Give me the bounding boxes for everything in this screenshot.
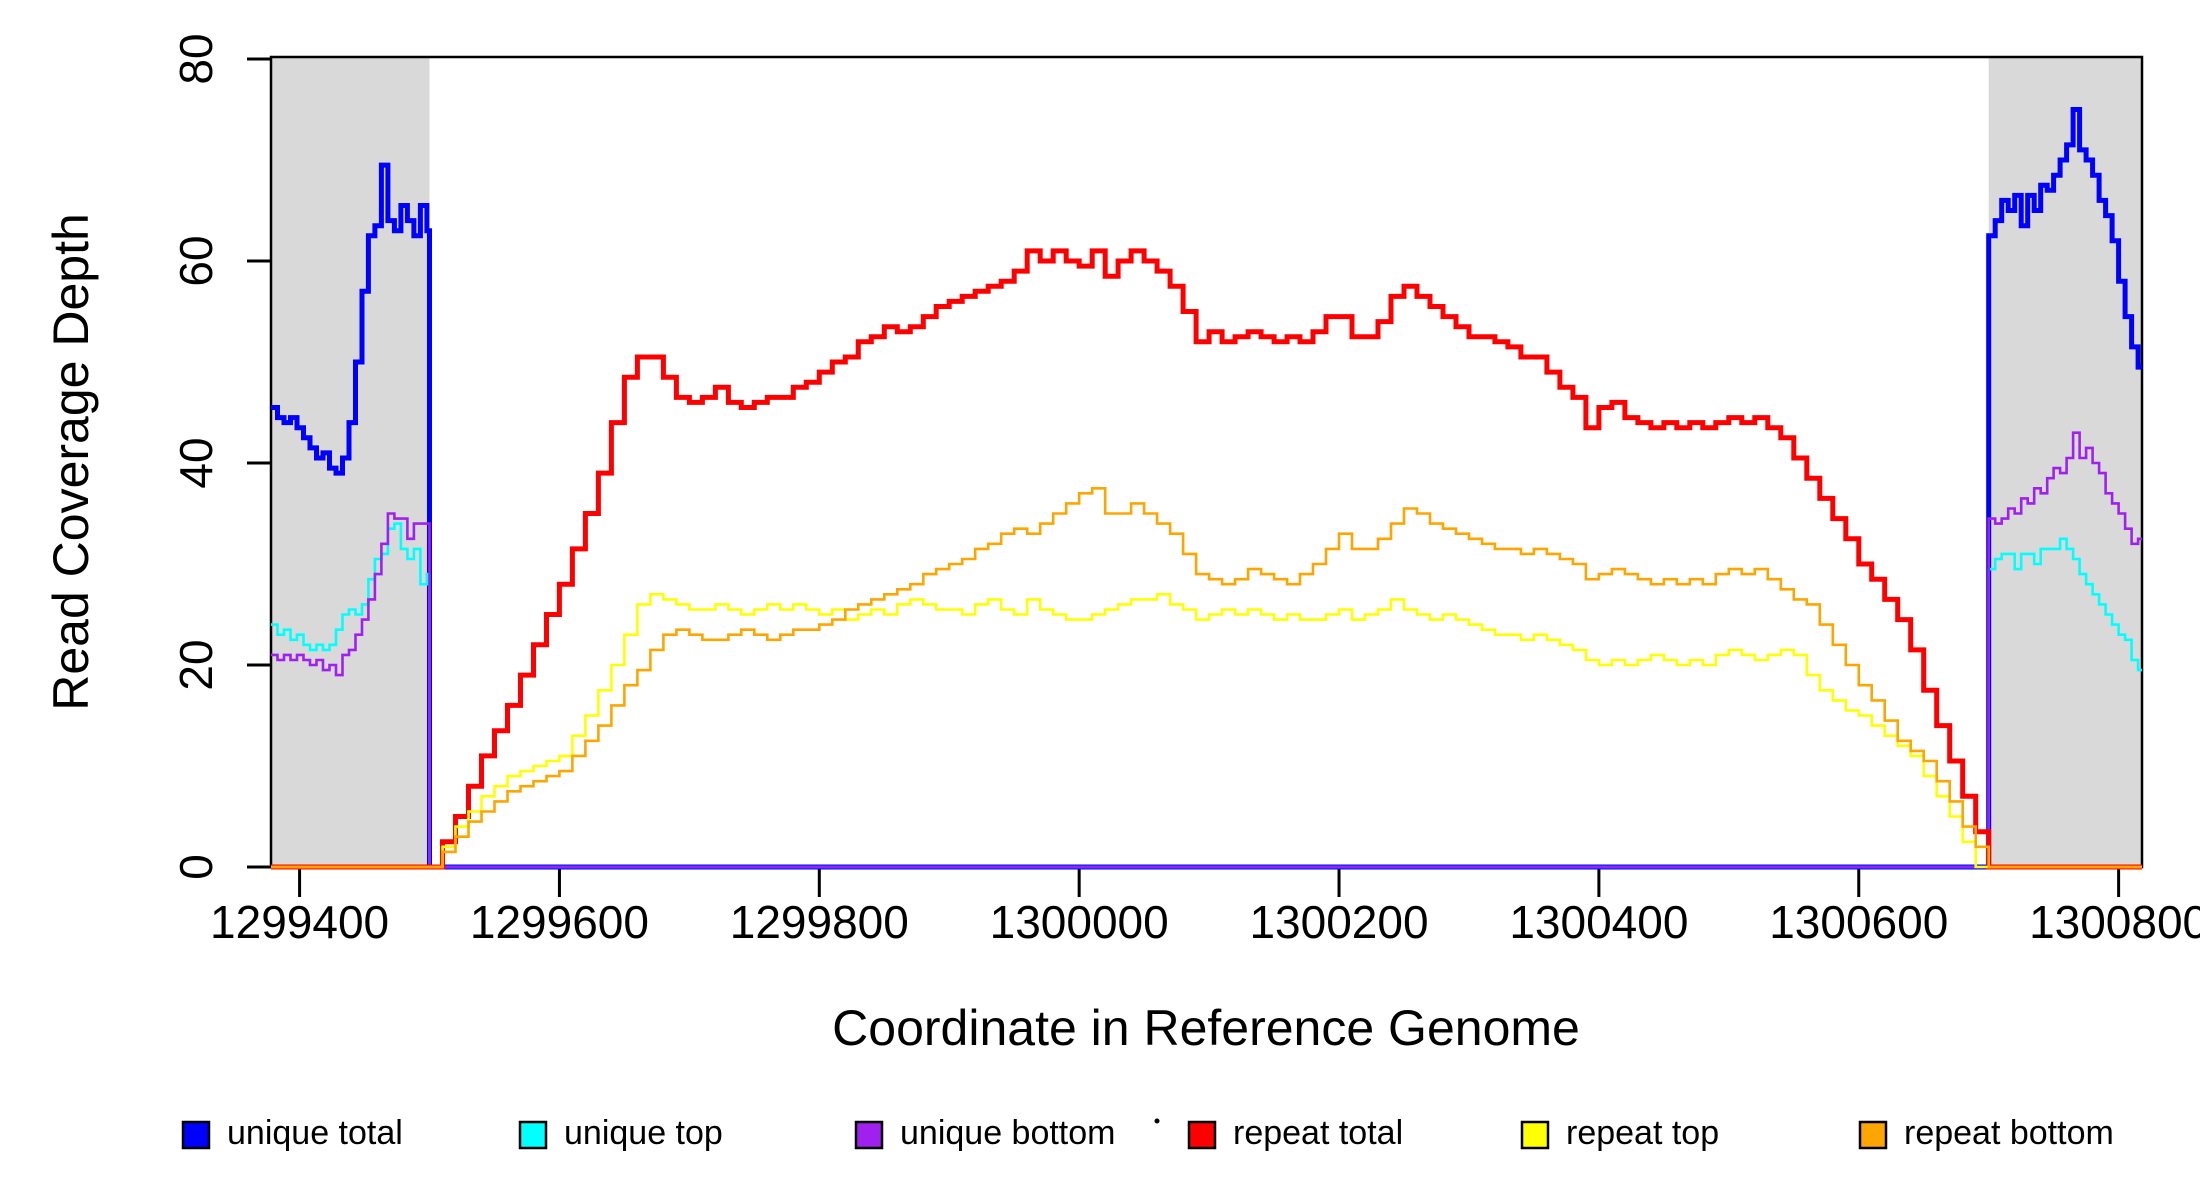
y-axis: 0 20 40 60 80	[170, 33, 271, 880]
legend-item-unique-top: unique top	[518, 1114, 723, 1152]
legend-item-repeat-total: repeat total	[1187, 1114, 1403, 1152]
legend-swatch-repeat-total	[1187, 1120, 1217, 1150]
x-tick-label-1300000: 1300000	[990, 896, 1169, 948]
x-tick-label-1299800: 1299800	[730, 896, 909, 948]
y-tick-label-40: 40	[170, 437, 222, 488]
x-tick-label-1299600: 1299600	[470, 896, 649, 948]
legend-item-repeat-top: repeat top	[1520, 1114, 1719, 1152]
x-tick-label-1299400: 1299400	[210, 896, 389, 948]
series-unique-total	[271, 107, 2142, 870]
series-unique-top	[271, 522, 2142, 869]
x-tick-label-1300400: 1300400	[1509, 896, 1688, 948]
x-tick-label-1300200: 1300200	[1249, 896, 1428, 948]
legend-label-unique-bottom: unique bottom	[900, 1114, 1116, 1152]
legend-swatch-repeat-bottom	[1858, 1120, 1888, 1150]
y-tick-label-60: 60	[170, 235, 222, 286]
x-tick-label-1300800: 1300800	[2029, 896, 2200, 948]
series-repeat-total	[271, 248, 2142, 870]
legend-label-repeat-top: repeat top	[1566, 1114, 1719, 1152]
legend-item-unique-bottom: unique bottom	[854, 1114, 1116, 1152]
legend-label-unique-top: unique top	[564, 1114, 723, 1152]
legend-label-repeat-total: repeat total	[1233, 1114, 1403, 1152]
series-repeat-top	[271, 593, 2142, 869]
y-axis-title: Read Coverage Depth	[43, 213, 99, 711]
series-lines	[271, 107, 2142, 870]
legend-swatch-unique-top	[518, 1120, 548, 1150]
y-tick-label-20: 20	[170, 639, 222, 690]
series-unique-bottom	[271, 431, 2142, 869]
highlight-regions	[271, 57, 2142, 867]
x-tick-label-1300600: 1300600	[1769, 896, 1948, 948]
highlight-region-left	[271, 57, 430, 867]
legend-label-repeat-bottom: repeat bottom	[1904, 1114, 2114, 1152]
plot-box	[269, 55, 2144, 869]
legend-item-unique-total: unique total	[181, 1114, 403, 1152]
y-tick-label-0: 0	[170, 854, 222, 880]
legend-item-repeat-bottom: repeat bottom	[1858, 1114, 2114, 1152]
legend-label-unique-total: unique total	[227, 1114, 403, 1152]
legend-swatch-repeat-top	[1520, 1120, 1550, 1150]
legend-swatch-unique-total	[181, 1120, 211, 1150]
legend-swatch-unique-bottom	[854, 1120, 884, 1150]
legend: unique total unique top unique bottom repea…	[181, 1114, 2114, 1152]
x-axis-title: Coordinate in Reference Genome	[832, 1000, 1580, 1056]
y-tick-label-80: 80	[170, 33, 222, 84]
x-axis: 1299400 1299600 1299800 1300000 1300200 13004…	[210, 867, 2200, 948]
stray-mark	[1154, 1118, 1160, 1124]
series-repeat-bottom	[271, 487, 2142, 869]
